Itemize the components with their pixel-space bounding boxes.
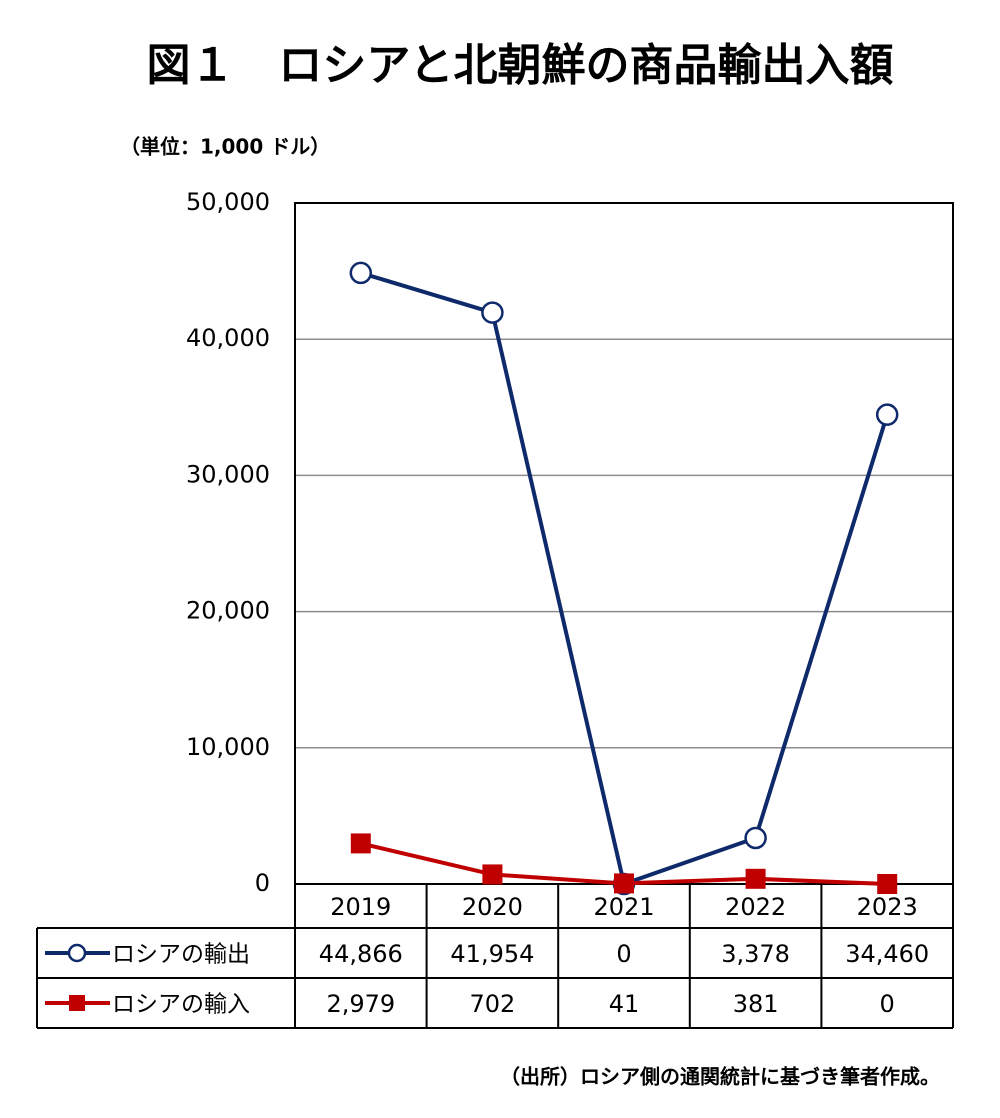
table-value: 0 [616, 940, 631, 968]
table-value: 2,979 [326, 990, 395, 1018]
x-tick-label: 2020 [462, 893, 523, 921]
table-value: 34,460 [845, 940, 929, 968]
data-point [481, 301, 504, 324]
data-point [744, 826, 767, 850]
source-note: （出所）ロシア側の通関統計に基づき筆者作成。 [500, 1065, 940, 1089]
data-point [349, 261, 373, 285]
y-tick-label: 0 [255, 869, 270, 897]
x-tick-label: 2022 [725, 893, 786, 921]
legend-marker [67, 943, 87, 963]
data-point [877, 874, 898, 894]
x-tick-label: 2023 [857, 893, 918, 921]
data-point [350, 833, 371, 854]
series-line [360, 271, 890, 887]
data-point [745, 868, 766, 889]
y-tick-label: 10,000 [186, 733, 270, 761]
legend-label: ロシアの輸入 [112, 992, 250, 1018]
y-tick-label: 50,000 [186, 188, 270, 216]
x-tick-label: 2019 [330, 893, 391, 921]
table-value: 702 [469, 990, 515, 1018]
table-value: 0 [880, 990, 895, 1018]
table-value: 44,866 [319, 940, 403, 968]
chart-title: 図１ ロシアと北朝鮮の商品輸出入額 [146, 40, 893, 91]
legend-marker [69, 995, 85, 1011]
table-value: 41,954 [450, 940, 534, 968]
data-point [482, 864, 503, 885]
plot-border [294, 202, 954, 885]
unit-label: （単位：1,000 ドル） [120, 135, 330, 159]
table-value: 3,378 [721, 940, 790, 968]
data-point [875, 403, 899, 426]
table-value: 381 [733, 990, 779, 1018]
y-tick-label: 40,000 [186, 324, 270, 352]
table-value: 41 [609, 990, 640, 1018]
y-tick-label: 30,000 [186, 460, 270, 488]
x-tick-label: 2021 [593, 893, 654, 921]
data-point [614, 873, 634, 894]
y-tick-label: 20,000 [186, 597, 270, 625]
legend-label: ロシアの輸出 [112, 942, 250, 968]
